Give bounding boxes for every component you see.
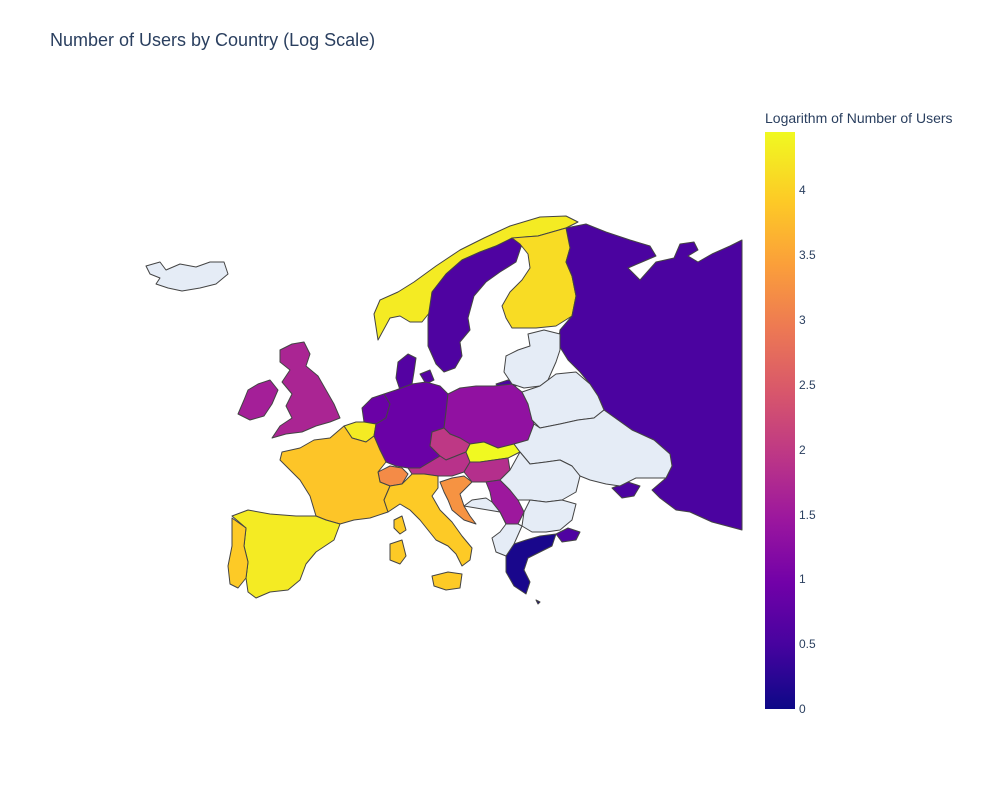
colorbar-tick-label: 0 [799, 702, 806, 716]
country-ireland[interactable] [237, 379, 279, 421]
country-finland[interactable] [501, 227, 579, 329]
country-shape-italy-2[interactable] [393, 515, 407, 535]
country-shape-balkans-other[interactable] [463, 497, 523, 557]
country-spain[interactable] [231, 509, 341, 599]
country-shape-sweden[interactable] [427, 237, 523, 373]
country-shape-iceland[interactable] [145, 261, 229, 292]
country-shape-france[interactable] [279, 425, 391, 525]
country-turkey-thrace[interactable] [555, 527, 581, 543]
colorbar-title: Logarithm of Number of Users [765, 110, 953, 126]
countries-layer [145, 215, 743, 605]
country-shape-denmark[interactable] [395, 353, 417, 391]
country-shape-finland[interactable] [501, 227, 579, 329]
country-shape-portugal[interactable] [227, 517, 249, 589]
country-shape-russia[interactable] [557, 223, 743, 531]
country-shape-spain[interactable] [231, 509, 341, 599]
chart-title: Number of Users by Country (Log Scale) [50, 30, 376, 50]
colorbar-tick-label: 4 [799, 183, 806, 197]
country-shape-italy[interactable] [383, 473, 473, 567]
colorbar-tick-label: 3 [799, 313, 806, 327]
country-portugal[interactable] [227, 517, 249, 589]
country-shape-hungary[interactable] [463, 457, 511, 483]
country-iceland[interactable] [145, 261, 229, 292]
colorbar-tick-label: 1.5 [799, 508, 816, 522]
country-denmark[interactable] [395, 353, 435, 391]
colorbar-tick-label: 1 [799, 572, 806, 586]
country-greece[interactable] [505, 533, 557, 605]
country-romania[interactable] [499, 451, 581, 503]
country-germany[interactable] [373, 381, 449, 469]
country-shape-baltics[interactable] [503, 329, 561, 389]
country-france[interactable] [279, 425, 391, 525]
country-shape-bulgaria[interactable] [521, 499, 577, 533]
country-sweden[interactable] [427, 237, 523, 373]
country-shape-italy-3[interactable] [389, 539, 407, 565]
colorbar-tick-label: 0.5 [799, 637, 816, 651]
country-shape-greece[interactable] [505, 533, 557, 595]
country-united-kingdom[interactable] [271, 341, 341, 439]
country-shape-croatia[interactable] [439, 475, 477, 525]
country-baltics[interactable] [503, 329, 561, 389]
colorbar-tick-label: 3.5 [799, 248, 816, 262]
colorbar [765, 132, 795, 709]
country-hungary[interactable] [463, 457, 511, 483]
country-shape-germany[interactable] [373, 381, 449, 469]
country-italy[interactable] [383, 473, 473, 591]
country-shape-united-kingdom[interactable] [271, 341, 341, 439]
colorbar-tick-label: 2 [799, 443, 806, 457]
country-shape-turkey-thrace[interactable] [555, 527, 581, 543]
country-shape-greece-1[interactable] [535, 599, 541, 605]
colorbar-tick-label: 2.5 [799, 378, 816, 392]
country-shape-romania[interactable] [499, 451, 581, 503]
country-balkans-other[interactable] [463, 497, 523, 557]
country-bulgaria[interactable] [521, 499, 577, 533]
country-shape-ireland[interactable] [237, 379, 279, 421]
country-croatia[interactable] [439, 475, 477, 525]
country-shape-italy-1[interactable] [431, 571, 463, 591]
country-shape-denmark-1[interactable] [419, 369, 435, 385]
